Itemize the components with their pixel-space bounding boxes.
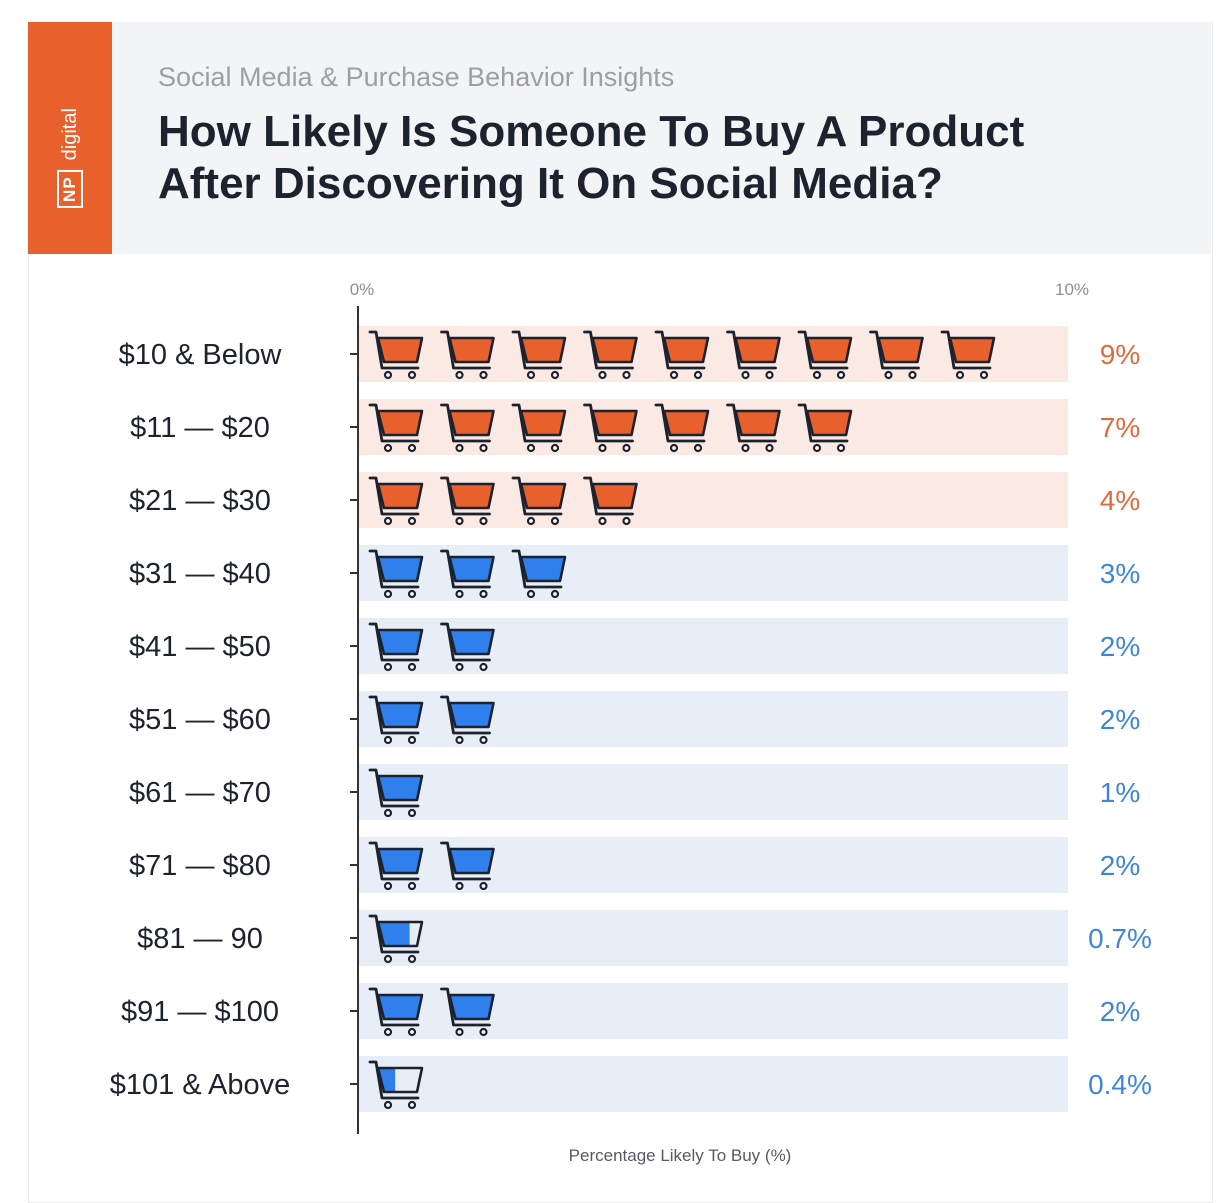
cart-icon (440, 330, 495, 380)
cart-icon (368, 987, 424, 1037)
cart-icon (368, 622, 424, 672)
row-band (358, 764, 1068, 820)
cart-icon (368, 549, 424, 599)
value-label: 2% (1100, 996, 1140, 1027)
cart-icon (511, 330, 567, 380)
cart-icon (511, 403, 567, 453)
category-label: $51 — $60 (129, 704, 271, 736)
cart-icon (583, 330, 638, 380)
value-label: 0.4% (1088, 1069, 1152, 1100)
cart-icon (511, 549, 567, 599)
row-band (358, 910, 1068, 966)
cart-icon (797, 403, 853, 453)
page-title: How Likely Is Someone To Buy A Product A… (158, 106, 1158, 210)
subtitle: Social Media & Purchase Behavior Insight… (158, 62, 675, 92)
category-label: $101 & Above (110, 1069, 291, 1101)
value-label: 0.7% (1088, 923, 1152, 954)
cart-icon (440, 841, 495, 891)
cart-icon (726, 403, 781, 453)
x-tick-label: 0% (350, 280, 375, 299)
cart-icon (368, 476, 424, 526)
cart-icon (368, 330, 424, 380)
value-label: 2% (1100, 850, 1140, 881)
category-label: $81 — 90 (137, 923, 263, 955)
category-label: $31 — $40 (129, 558, 271, 590)
cart-icon (797, 330, 853, 380)
row-band (358, 1056, 1068, 1112)
category-label: $21 — $30 (129, 485, 271, 517)
value-label: 2% (1100, 631, 1140, 662)
cart-icon (440, 987, 495, 1037)
category-label: $11 — $20 (130, 412, 270, 444)
cart-icon (654, 330, 710, 380)
cart-icon (583, 403, 638, 453)
cart-icon (726, 330, 781, 380)
cart-icon (368, 914, 424, 964)
cart-icon (869, 330, 924, 380)
cart-icon (583, 476, 638, 526)
category-label: $61 — $70 (129, 777, 271, 809)
cart-icon (368, 768, 424, 818)
category-label: $10 & Below (119, 339, 283, 371)
cart-icon (940, 330, 996, 380)
cart-icon (511, 476, 567, 526)
cart-icon (440, 695, 495, 745)
cart-icon (368, 1060, 424, 1110)
cart-icon (368, 695, 424, 745)
x-tick-label: 10% (1055, 280, 1089, 299)
value-label: 2% (1100, 704, 1140, 735)
cart-icon (368, 403, 424, 453)
cart-icon (440, 403, 495, 453)
chart-rows: $10 & Below 9% $11 — $20 7% $21 — $30 4% $31 —… (110, 326, 1152, 1112)
category-label: $91 — $100 (121, 996, 279, 1028)
title-line-2: After Discovering It On Social Media? (158, 159, 943, 208)
header-band (28, 22, 1211, 254)
value-label: 9% (1100, 339, 1140, 370)
x-axis-label: Percentage Likely To Buy (%) (568, 1146, 792, 1165)
cart-icon (440, 622, 495, 672)
category-label: $41 — $50 (129, 631, 271, 663)
np-digital-logo: NP digital (28, 22, 112, 254)
value-label: 7% (1100, 412, 1140, 443)
value-label: 4% (1100, 485, 1140, 516)
value-label: 3% (1100, 558, 1140, 589)
category-label: $71 — $80 (129, 850, 271, 882)
title-line-1: How Likely Is Someone To Buy A Product (158, 107, 1025, 156)
cart-icon (440, 549, 495, 599)
cart-icon (654, 403, 710, 453)
cart-icon (440, 476, 495, 526)
value-label: 1% (1100, 777, 1140, 808)
cart-icon (368, 841, 424, 891)
